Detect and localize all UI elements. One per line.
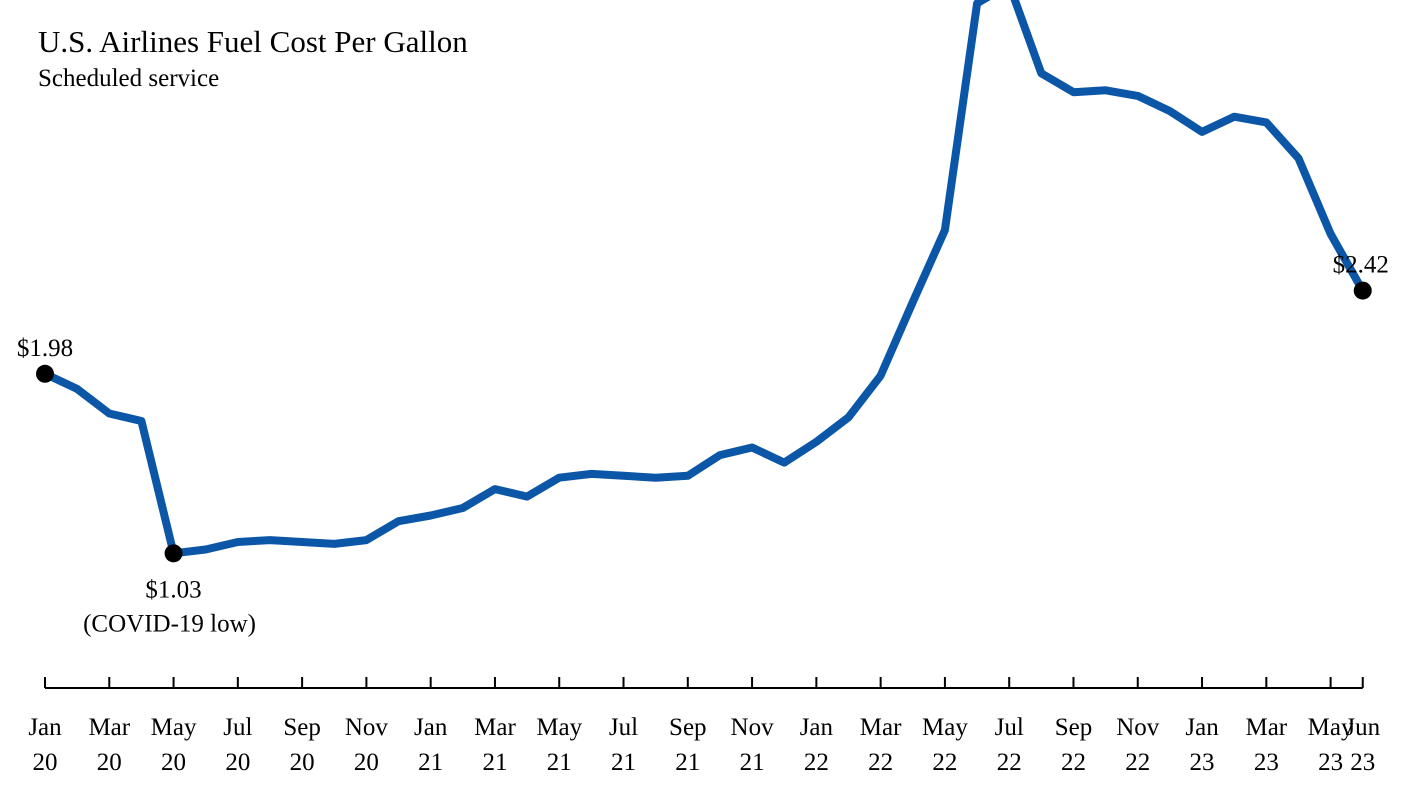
x-tick-label-year: 22 (1061, 749, 1086, 776)
data-label: $1.98 (17, 335, 73, 362)
x-tick-label: Jul (995, 714, 1024, 741)
x-tick-label: May (151, 714, 197, 741)
x-tick-label: Mar (1245, 714, 1287, 741)
x-tick-label-year: 23 (1318, 749, 1343, 776)
x-tick-label: Jul (609, 714, 638, 741)
x-tick-label-year: 21 (482, 749, 507, 776)
x-tick-label-year: 20 (354, 749, 379, 776)
highlight-point (164, 544, 183, 563)
x-tick-label: Mar (860, 714, 902, 741)
highlight-point (1353, 281, 1372, 300)
x-tick-label-year: 21 (740, 749, 765, 776)
x-tick-label: Jan (28, 714, 62, 741)
chart-subtitle: Scheduled service (38, 65, 220, 92)
x-tick-label-year: 22 (997, 749, 1022, 776)
x-tick-label-year: 23 (1350, 749, 1375, 776)
x-tick-label-year: 21 (611, 749, 636, 776)
x-tick-label: Mar (474, 714, 516, 741)
x-tick-label-year: 20 (225, 749, 250, 776)
x-tick-label-year: 20 (33, 749, 58, 776)
data-label: $2.42 (1333, 252, 1389, 279)
x-tick-label: Sep (283, 714, 321, 741)
x-tick-label: Nov (345, 714, 389, 741)
x-tick-label: Nov (731, 714, 775, 741)
x-tick-label: May (1308, 714, 1354, 741)
x-tick-label-year: 22 (804, 749, 829, 776)
x-tick-label: May (536, 714, 582, 741)
x-tick-label-year: 22 (1125, 749, 1150, 776)
x-tick-label: Sep (1055, 714, 1093, 741)
x-tick-label-year: 23 (1190, 749, 1215, 776)
x-tick-label-year: 21 (547, 749, 572, 776)
x-tick-label-year: 20 (290, 749, 315, 776)
x-tick-label-year: 20 (97, 749, 122, 776)
x-tick-label: Sep (669, 714, 707, 741)
chart-title: U.S. Airlines Fuel Cost Per Gallon (38, 24, 468, 59)
x-tick-label-year: 21 (675, 749, 700, 776)
x-tick-label: Jan (800, 714, 834, 741)
x-tick-label: Jun (1345, 714, 1380, 741)
data-label: $1.03 (145, 576, 201, 603)
data-label-note: (COVID-19 low) (83, 610, 256, 637)
series-line (41, 0, 1367, 558)
x-tick-label-year: 22 (932, 749, 957, 776)
x-tick-label-year: 20 (161, 749, 186, 776)
x-tick-label: Mar (88, 714, 130, 741)
x-tick-label-year: 23 (1254, 749, 1279, 776)
x-tick-label: Jan (1185, 714, 1219, 741)
x-tick-label: Jul (223, 714, 252, 741)
x-tick-label-year: 22 (868, 749, 893, 776)
x-tick-label: Nov (1116, 714, 1160, 741)
highlight-point (36, 364, 54, 383)
x-tick-label-year: 21 (418, 749, 443, 776)
x-tick-label: May (922, 714, 968, 741)
x-tick-label: Jan (414, 714, 448, 741)
